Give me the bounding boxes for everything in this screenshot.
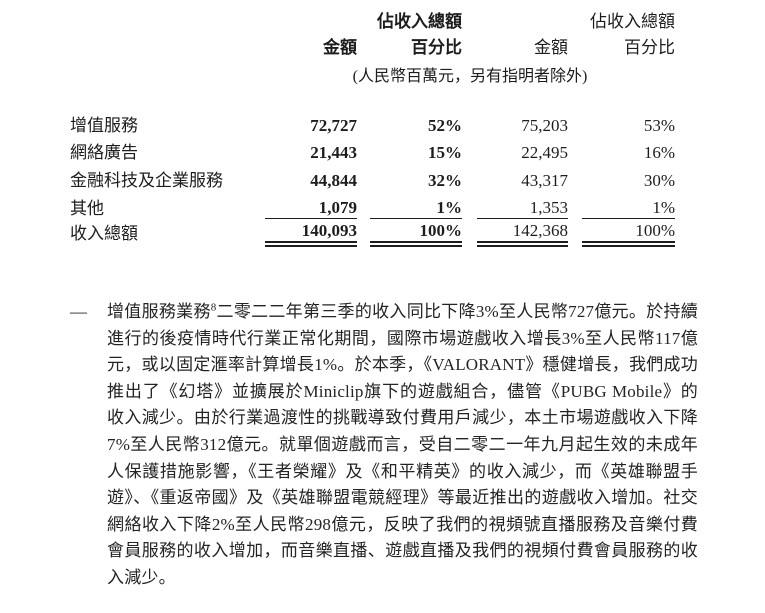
amount-current: 44,844 — [310, 170, 357, 190]
pct-prior: 16% — [643, 143, 675, 162]
amount-prior: 22,495 — [521, 143, 568, 162]
header-spacer — [357, 6, 370, 32]
amount-current: 21,443 — [310, 143, 357, 162]
pct-current: 1% — [370, 190, 462, 219]
header-spacer — [477, 6, 568, 32]
header-labels-row: 金額 百分比 金額 百分比 — [70, 32, 675, 58]
amount-current: 72,727 — [310, 115, 357, 135]
header-spacer — [70, 32, 265, 58]
row-label: 金融科技及企業服務 — [70, 170, 223, 190]
header-share-current: 佔收入總額 — [377, 12, 462, 31]
header-amount-current: 金額 — [323, 38, 357, 57]
header-spacer — [568, 32, 582, 58]
amount-prior: 1,353 — [477, 190, 568, 219]
paragraph-lead: 增值服務業務 — [107, 302, 211, 321]
pct-prior: 1% — [582, 190, 675, 219]
revenue-table: 佔收入總額 佔收入總額 金額 百分比 金額 百分比 (人民幣百萬元，另有指明者除… — [70, 6, 675, 247]
header-spacer — [70, 6, 265, 32]
header-share-row: 佔收入總額 佔收入總額 — [70, 6, 675, 32]
table-row: 金融科技及企業服務 44,844 32% 43,317 30% — [70, 163, 675, 191]
total-pct-prior: 100% — [582, 218, 675, 247]
header-spacer — [265, 6, 357, 32]
header-spacer — [462, 32, 477, 58]
table-row: 增值服務 72,727 52% 75,203 53% — [70, 108, 675, 136]
header-spacer — [462, 6, 477, 32]
header-pct-current: 百分比 — [411, 38, 462, 57]
total-pct-current: 100% — [370, 218, 462, 247]
row-label: 增值服務 — [70, 115, 138, 135]
pct-prior: 30% — [643, 170, 675, 190]
total-row: 收入總額 140,093 100% 142,368 100% — [70, 218, 675, 247]
pct-current: 52% — [428, 115, 462, 135]
total-amount-prior: 142,368 — [477, 218, 568, 247]
unit-note: (人民幣百萬元，另有指明者除外) — [352, 68, 588, 85]
header-amount-prior: 金額 — [534, 38, 568, 57]
header-spacer — [70, 58, 265, 86]
unit-note-row: (人民幣百萬元，另有指明者除外) — [70, 58, 675, 86]
total-amount-current: 140,093 — [265, 218, 357, 247]
header-pct-prior: 百分比 — [624, 38, 675, 57]
header-spacer — [357, 32, 370, 58]
total-label: 收入總額 — [70, 223, 138, 243]
header-share-prior: 佔收入總額 — [590, 12, 675, 31]
header-spacer — [568, 6, 582, 32]
row-label: 網絡廣告 — [70, 143, 138, 162]
row-label: 其他 — [70, 198, 104, 218]
paragraph-text: 增值服務業務8二零二二年第三季的收入同比下降3%至人民幣727億元。於持續進行的… — [107, 299, 698, 592]
footnote-marker: 8 — [210, 301, 217, 314]
pct-current: 32% — [428, 170, 462, 190]
table-gap — [70, 86, 675, 108]
amount-prior: 75,203 — [521, 115, 568, 135]
pct-current: 15% — [428, 143, 462, 162]
amount-prior: 43,317 — [521, 170, 568, 190]
dash-bullet: — — [70, 302, 87, 321]
pct-prior: 53% — [643, 115, 675, 135]
table-row: 網絡廣告 21,443 15% 22,495 16% — [70, 136, 675, 164]
table-row: 其他 1,079 1% 1,353 1% — [70, 190, 675, 219]
amount-current: 1,079 — [265, 190, 357, 219]
vas-business-paragraph: — 增值服務業務8二零二二年第三季的收入同比下降3%至人民幣727億元。於持續進… — [70, 299, 698, 592]
paragraph-body: 二零二二年第三季的收入同比下降3%至人民幣727億元。於持續進行的後疫情時代行業… — [107, 302, 698, 587]
